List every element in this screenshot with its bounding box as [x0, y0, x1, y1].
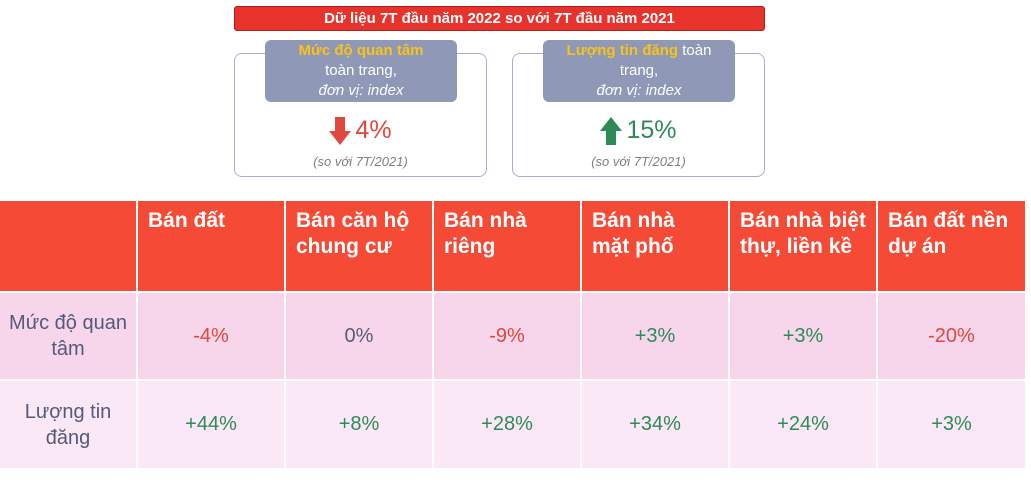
arrow-down-icon [329, 116, 352, 145]
interest-card: Mức độ quan tâm toàn trang, đơn vị: inde… [234, 40, 487, 177]
listings-value: 15% [626, 116, 677, 144]
cell-value: +28% [433, 379, 582, 468]
listings-card: Lượng tin đăng toàn trang, đơn vị: index… [512, 40, 765, 177]
header-street-house: Bán nhà mặt phố [581, 201, 730, 292]
table-header-row: Bán đất Bán căn hộ chung cư Bán nhà riên… [0, 201, 1025, 292]
header-project-land: Bán đất nền dự án [877, 201, 1025, 292]
interest-value: 4% [355, 116, 392, 144]
listings-card-header: Lượng tin đăng toàn trang, đơn vị: index [543, 40, 735, 102]
comparison-table: Bán đất Bán căn hộ chung cư Bán nhà riên… [0, 201, 1025, 468]
listings-metric: 15% [513, 116, 764, 145]
cell-value: -4% [137, 291, 286, 380]
cell-value: -9% [433, 291, 582, 380]
table-row: Lượng tin đăng +44% +8% +28% +34% +24% +… [0, 379, 1025, 468]
interest-compare-note: (so với 7T/2021) [313, 154, 408, 169]
cell-value: +8% [285, 379, 434, 468]
header-private-house: Bán nhà riêng [433, 201, 582, 292]
header-land: Bán đất [137, 201, 286, 292]
table-row: Mức độ quan tâm -4% 0% -9% +3% +3% -20% [0, 291, 1025, 380]
interest-card-unit: đơn vị: index [318, 82, 404, 99]
row-label-listings: Lượng tin đăng [0, 379, 138, 468]
header-empty [0, 201, 138, 292]
arrow-up-icon [600, 116, 623, 145]
interest-card-highlight: Mức độ quan tâm [298, 42, 424, 59]
listings-card-unit: đơn vị: index [596, 82, 682, 99]
listings-compare-note: (so với 7T/2021) [591, 154, 686, 169]
cell-value: +3% [877, 379, 1025, 468]
interest-card-header: Mức độ quan tâm toàn trang, đơn vị: inde… [265, 40, 457, 102]
cell-value: -20% [877, 291, 1025, 380]
listings-card-line2: trang, [619, 62, 659, 79]
listings-card-line1-rest: toàn [678, 42, 712, 59]
cell-value: +44% [137, 379, 286, 468]
interest-metric: 4% [235, 116, 486, 145]
header-villa: Bán nhà biệt thự, liền kề [729, 201, 878, 292]
cell-value: +3% [581, 291, 730, 380]
cell-value: +3% [729, 291, 878, 380]
listings-card-highlight: Lượng tin đăng [566, 42, 679, 59]
cell-value: +34% [581, 379, 730, 468]
row-label-interest: Mức độ quan tâm [0, 291, 138, 380]
title-banner: Dữ liệu 7T đầu năm 2022 so với 7T đầu nă… [234, 6, 765, 31]
cell-value: +24% [729, 379, 878, 468]
interest-card-line2: toàn trang, [325, 62, 397, 79]
cell-value: 0% [285, 291, 434, 380]
header-apartment: Bán căn hộ chung cư [285, 201, 434, 292]
